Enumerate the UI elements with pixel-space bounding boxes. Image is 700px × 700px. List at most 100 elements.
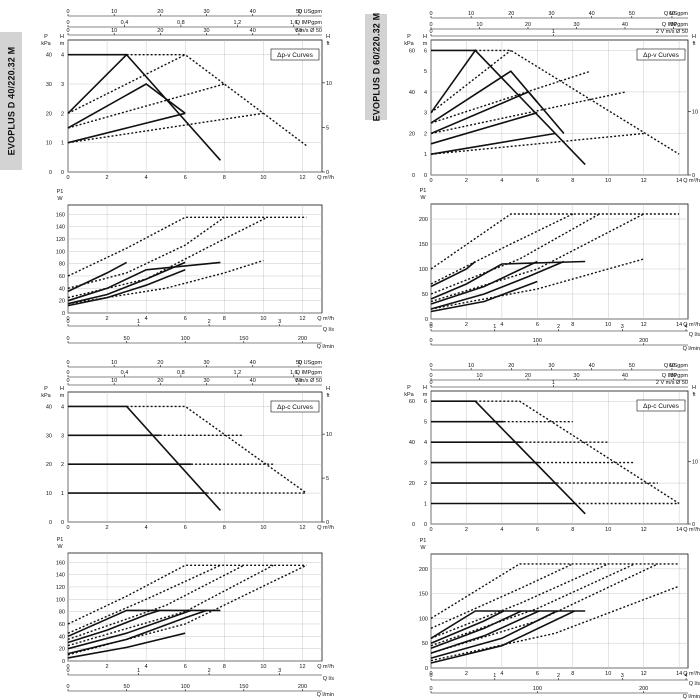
power-y-axis-label: P1 [420,188,427,194]
head-x-tick-label: 8 [571,178,574,184]
power-x-tick-label: 4 [500,671,503,677]
head-x-tick-label: 0 [429,527,432,533]
top-axis-usgpm-tick-label: 30 [203,9,209,15]
power-y-tick-label: 0 [62,311,65,317]
bottom-axis-ls-tick-label: 3 [278,319,281,325]
head-m-tick-label: 4 [424,440,427,446]
head-kpa-axis-unit: kPa [41,393,51,399]
top-axis-usgpm-tick-label: 40 [589,11,595,17]
power-plot-frame [67,204,323,314]
power-curve-dashed-0 [430,213,680,270]
power-x-tick-label: 8 [223,316,226,322]
head-m-tick-label: 2 [424,481,427,487]
head-kpa-axis-label: P [407,34,411,40]
power-curve-solid-3 [67,269,186,307]
head-kpa-tick-label: 40 [409,440,415,446]
top-axis-velocity-tick-label: 10 [111,378,117,384]
bottom-axis-lmin-label: Q l/min [683,346,700,352]
top-axis-usgpm-tick-label: 10 [111,9,117,15]
bottom-axis-lmin-tick-label: 100 [533,686,542,692]
head-kpa-tick-label: 10 [46,491,52,497]
head-m-tick-label: 4 [61,404,64,410]
power-x-axis-label: Q m³/h [317,664,334,670]
head-m-tick-label: 6 [424,399,427,405]
bottom-axis-ls-tick-label: 2 [557,324,560,330]
top-axis-usgpm-tick-label: 0 [66,360,69,366]
power-x-tick-label: 6 [536,322,539,328]
power-x-tick-label: 10 [260,316,266,322]
head-curve-solid-1 [430,49,586,166]
head-ft-axis-label: H [326,34,330,40]
top-axis-velocity-label: V m/s Ø 50 [294,378,322,384]
bottom-axis-lmin-tick-label: 50 [124,684,130,690]
power-y-tick-label: 120 [56,237,65,243]
head-kpa-tick-label: 40 [46,53,52,59]
head-m-tick-label: 1 [61,141,64,147]
head-ft-tick-label: 0 [692,522,695,528]
head-curve-dashed-0 [475,400,680,505]
head-x-tick-label: 2 [106,525,109,531]
top-axis-impgpm-label: Q IMPgpm [662,22,689,28]
top-axis-usgpm-tick-label: 20 [157,360,163,366]
power-curve-solid-2 [67,609,192,650]
top-axis-usgpm-tick-label: 0 [429,363,432,369]
bottom-axis-lmin-tick-label: 100 [181,336,190,342]
head-curve-dashed-3 [67,112,264,144]
head-x-tick-label: 0 [429,178,432,184]
power-curve-solid-4 [67,632,186,659]
power-y-axis-unit: W [57,544,63,550]
power-curve-dashed-2 [430,563,609,639]
bottom-axis-lmin-tick-label: 0 [66,336,69,342]
power-x-tick-label: 10 [260,664,266,670]
top-axis-usgpm-tick-label: 60 [669,11,675,17]
top-axis-usgpm-tick-label: 50 [296,9,302,15]
head-ft-tick-label: 10 [692,460,698,466]
power-y-tick-label: 100 [419,267,428,273]
head-x-tick-label: 8 [571,527,574,533]
power-x-tick-label: 2 [106,316,109,322]
head-m-tick-label: 0 [424,173,427,179]
head-m-tick-label: 2 [61,462,64,468]
head-m-tick-label: 1 [424,152,427,158]
power-y-tick-label: 160 [56,212,65,218]
power-curve-dashed-2 [67,216,268,299]
head-m-axis-unit: m [423,41,428,47]
top-axis-impgpm-tick-label: 1,6 [290,370,298,376]
power-y-tick-label: 60 [59,274,65,280]
legend-box [636,399,686,412]
head-m-axis-unit: m [423,392,428,398]
head-x-tick-label: 8 [223,525,226,531]
power-y-tick-label: 150 [419,592,428,598]
top-axis-usgpm-tick-label: 20 [508,11,514,17]
bottom-axis-lmin-tick-label: 100 [181,684,190,690]
head-x-tick-label: 6 [536,527,539,533]
power-y-axis-unit: W [420,195,426,201]
bottom-axis-ls-tick-label: 1 [137,668,140,674]
head-kpa-tick-label: 30 [46,433,52,439]
legend-label: Δp-c Curves [643,403,680,410]
head-m-tick-label: 5 [424,420,427,426]
head-x-tick-label: 4 [500,527,503,533]
bottom-axis-ls-tick-label: 1 [493,673,496,679]
top-axis-impgpm-tick-label: 20 [525,373,531,379]
head-kpa-tick-label: 0 [49,520,52,526]
power-curve-solid-1 [67,609,161,644]
head-kpa-tick-label: 0 [412,522,415,528]
head-x-tick-label: 12 [299,175,305,181]
power-x-tick-label: 8 [571,322,574,328]
head-kpa-tick-label: 20 [46,462,52,468]
top-axis-impgpm-tick-label: 30 [573,22,579,28]
top-axis-impgpm-tick-label: 10 [476,373,482,379]
head-x-tick-label: 2 [465,178,468,184]
power-curve-dashed-3 [67,564,274,647]
bottom-axis-ls-tick-label: 0 [429,324,432,330]
head-kpa-tick-label: 0 [412,173,415,179]
top-axis-impgpm-tick-label: 1,6 [290,20,298,26]
head-kpa-tick-label: 0 [49,170,52,176]
bottom-axis-lmin-tick-label: 150 [239,684,248,690]
power-y-tick-label: 100 [419,616,428,622]
top-axis-usgpm-tick-label: 20 [508,363,514,369]
head-ft-tick-label: 10 [326,432,332,438]
top-axis-velocity-tick-label: 0 [66,378,69,384]
